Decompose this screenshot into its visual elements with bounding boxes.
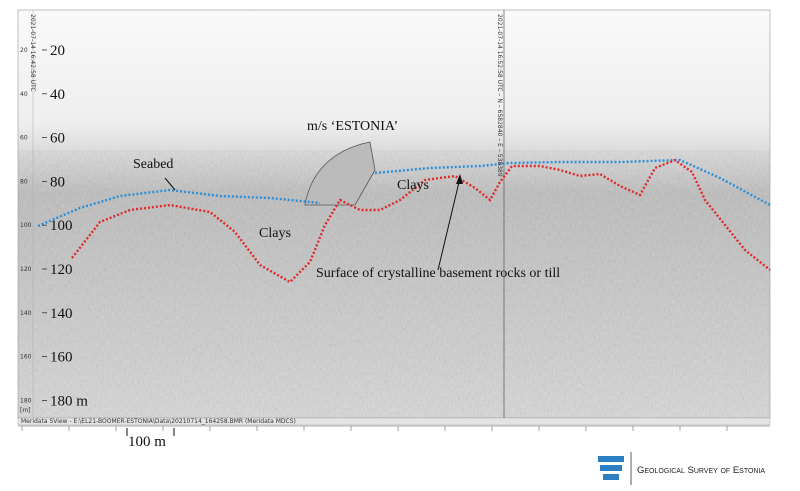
axis-label: 140 <box>20 310 32 317</box>
basement-label: Surface of crystalline basement rocks or… <box>316 266 560 281</box>
ruler-ticks <box>21 426 728 431</box>
timestamp: 2021-07-14 16:42:58 UTC <box>29 14 36 92</box>
axis-label: 60 <box>20 135 28 142</box>
depth-label: 20 <box>50 43 65 59</box>
basement-line <box>71 158 771 284</box>
profile-noise <box>18 150 770 418</box>
status-text: Meridata SView - E:\EL21-BOOMER-ESTONIA\… <box>21 418 296 425</box>
axis-label: 80 <box>20 178 28 185</box>
basement-arrow <box>437 177 461 271</box>
logo-lion <box>600 465 622 471</box>
seabed-line-west <box>37 188 321 228</box>
logo-text: Geological Survey of Estonia <box>637 465 765 476</box>
seabed-line-east <box>374 158 771 207</box>
depth-label: 40 <box>50 87 65 103</box>
clays-label: Clays <box>259 226 291 241</box>
depth-label: 80 <box>50 174 65 190</box>
seabed-label: Seabed <box>133 157 173 172</box>
axis-label: 100 <box>20 222 32 229</box>
axis-label: 180 <box>20 397 32 404</box>
axis-label: 160 <box>20 354 32 361</box>
logo-lion <box>603 474 619 480</box>
clays-label: Clays <box>397 178 429 193</box>
depth-label: 120 <box>50 262 73 278</box>
depth-label: 160 <box>50 350 73 366</box>
axis-unit: [m] <box>20 407 31 414</box>
axis-label: 40 <box>20 91 28 98</box>
logo: Geological Survey of Estonia <box>598 452 765 485</box>
arrow-head <box>456 174 463 184</box>
status-bar <box>17 417 771 426</box>
logo-lion <box>598 456 624 462</box>
scale-label: 100 m <box>128 434 166 450</box>
ship-hull <box>304 141 376 206</box>
depth-label: 60 <box>50 131 65 147</box>
timestamp: 2021-07-14 16:52:58 UTC – N – 6582840 – … <box>496 14 503 177</box>
ship-label: m/s ‘ESTONIA’ <box>307 119 398 134</box>
axis-label: 120 <box>20 266 32 273</box>
depth-label: 100 <box>50 218 73 234</box>
depth-label: 140 <box>50 306 73 322</box>
depth-label: 180 m <box>50 393 88 409</box>
depth-labels: 20 40 60 80 100 120 140 160 180 m 20 40 60 80 100 120 1… <box>20 43 88 409</box>
axis-label: 20 <box>20 47 28 54</box>
seabed-arrow <box>164 177 176 191</box>
